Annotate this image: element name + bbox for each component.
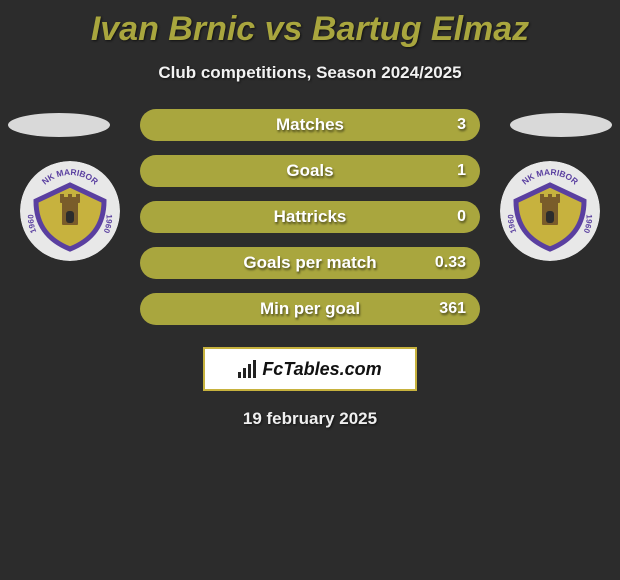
stat-label: Goals [286,161,333,181]
stat-bar: Matches 3 [140,109,480,141]
stat-value: 0 [457,208,466,226]
stat-label: Matches [276,115,344,135]
club-crest-right: NK MARIBOR 1960 1960 [500,161,600,261]
stat-bar: Min per goal 361 [140,293,480,325]
branding-box: FcTables.com [203,347,417,391]
stat-bar: Goals per match 0.33 [140,247,480,279]
crest-left-svg: NK MARIBOR 1960 1960 [20,161,120,261]
stat-label: Hattricks [274,207,347,227]
player-left-oval [8,113,110,137]
player-right-oval [510,113,612,137]
stat-label: Min per goal [260,299,360,319]
stat-label: Goals per match [243,253,376,273]
page-title: Ivan Brnic vs Bartug Elmaz [0,0,620,49]
stat-bar: Goals 1 [140,155,480,187]
subtitle: Club competitions, Season 2024/2025 [0,63,620,83]
stat-value: 1 [457,162,466,180]
club-crest-left: NK MARIBOR 1960 1960 [20,161,120,261]
branding-text: FcTables.com [262,359,381,380]
comparison-stage: NK MARIBOR 1960 1960 [0,109,620,325]
date-label: 19 february 2025 [0,409,620,429]
stat-value: 0.33 [435,254,466,272]
crest-right-svg: NK MARIBOR 1960 1960 [500,161,600,261]
stat-bar: Hattricks 0 [140,201,480,233]
stat-value: 3 [457,116,466,134]
stat-value: 361 [439,300,466,318]
bars-icon [238,360,258,378]
stat-bars: Matches 3 Goals 1 Hattricks 0 Goals per match 0… [140,109,480,325]
